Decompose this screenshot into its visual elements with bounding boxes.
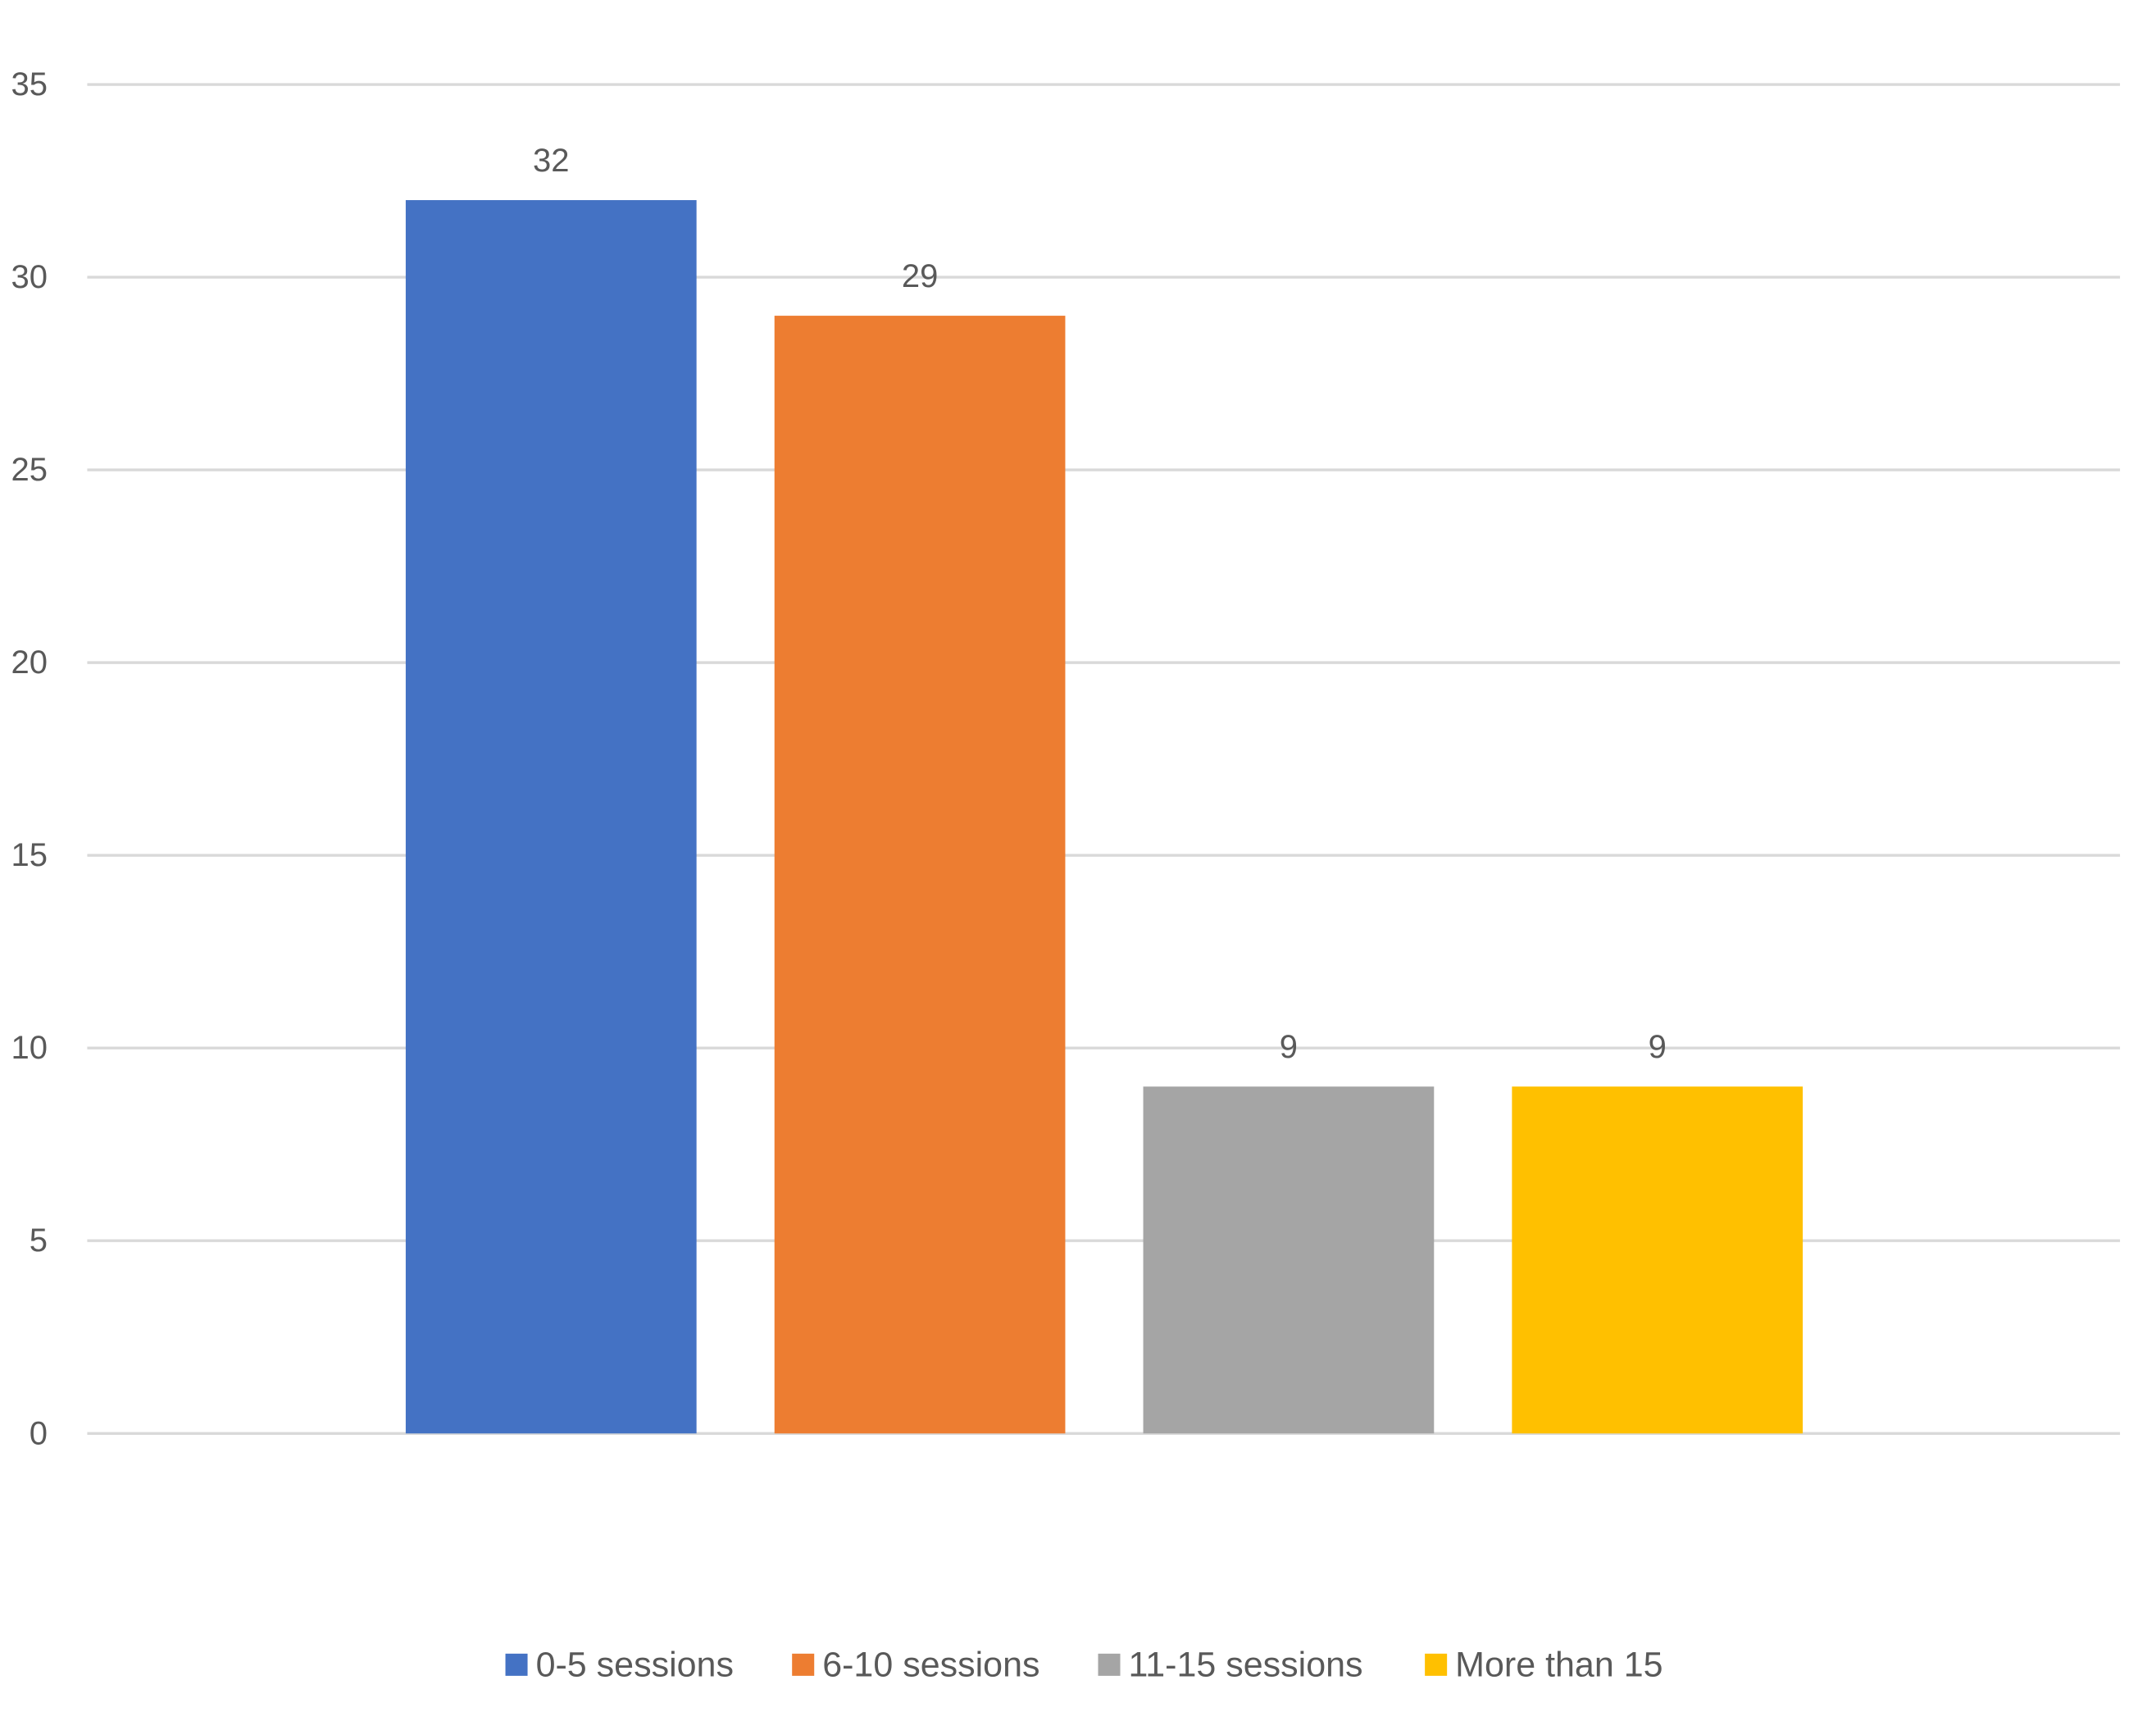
bar-6-10-sessions <box>774 316 1066 1434</box>
y-tick-label: 20 <box>11 644 48 681</box>
y-tick-label: 5 <box>30 1223 48 1259</box>
y-tick-label: 35 <box>11 66 48 102</box>
legend-swatch <box>792 1653 815 1676</box>
data-label: 9 <box>1649 1029 1667 1065</box>
y-tick-label: 30 <box>11 259 48 295</box>
legend: 0-5 sessions 6-10 sessions 11-15 sessions M… <box>505 1645 1663 1684</box>
legend-label: 11-15 sessions <box>1129 1645 1363 1684</box>
data-labels: 32 29 9 9 <box>533 143 1667 1065</box>
legend-swatch <box>1425 1653 1448 1676</box>
legend-swatch <box>505 1653 528 1676</box>
bar-0-5-sessions <box>405 200 697 1434</box>
y-axis-tick-labels: 0 5 10 15 20 25 30 35 <box>11 66 48 1451</box>
legend-label: 6-10 sessions <box>822 1645 1039 1684</box>
legend-swatch <box>1098 1653 1121 1676</box>
gridlines <box>87 83 2121 1435</box>
data-label: 9 <box>1280 1029 1298 1065</box>
legend-label: More than 15 <box>1455 1645 1662 1684</box>
bar-more-than-15 <box>1512 1086 1803 1434</box>
legend-label: 0-5 sessions <box>536 1645 734 1684</box>
data-label: 29 <box>902 258 939 294</box>
data-label: 32 <box>533 143 570 179</box>
y-tick-label: 0 <box>30 1415 48 1451</box>
y-tick-label: 15 <box>11 837 48 873</box>
bars <box>405 200 1803 1434</box>
y-tick-label: 10 <box>11 1030 48 1066</box>
bar-11-15-sessions <box>1143 1086 1435 1434</box>
y-tick-label: 25 <box>11 452 48 488</box>
